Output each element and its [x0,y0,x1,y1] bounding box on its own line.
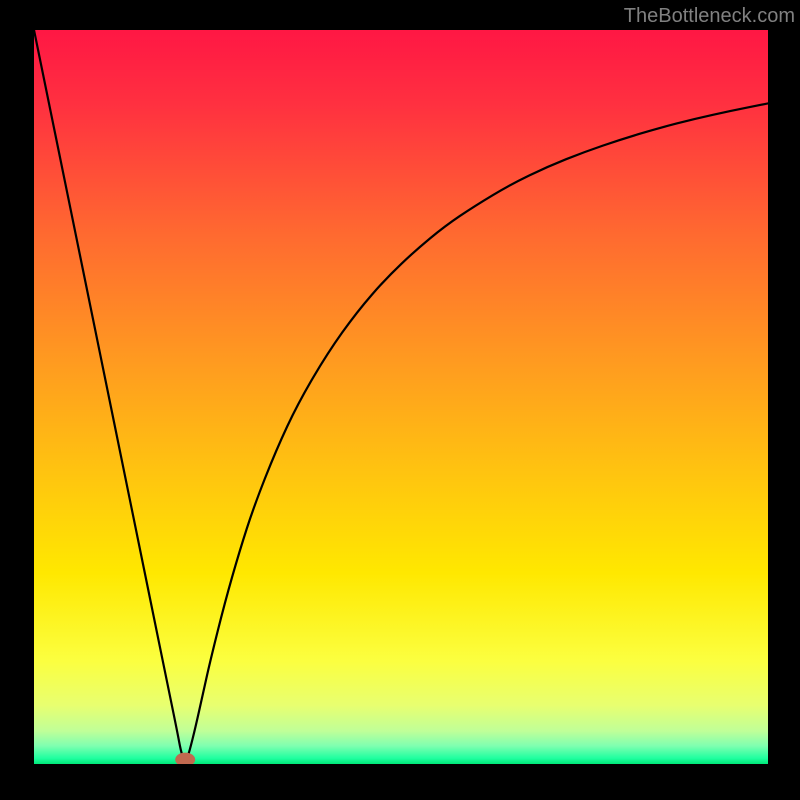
watermark-text: TheBottleneck.com [624,5,795,27]
chart-container: TheBottleneck.com [0,0,800,800]
bottleneck-chart: TheBottleneck.com [0,0,800,800]
chart-gradient-background [34,30,768,764]
